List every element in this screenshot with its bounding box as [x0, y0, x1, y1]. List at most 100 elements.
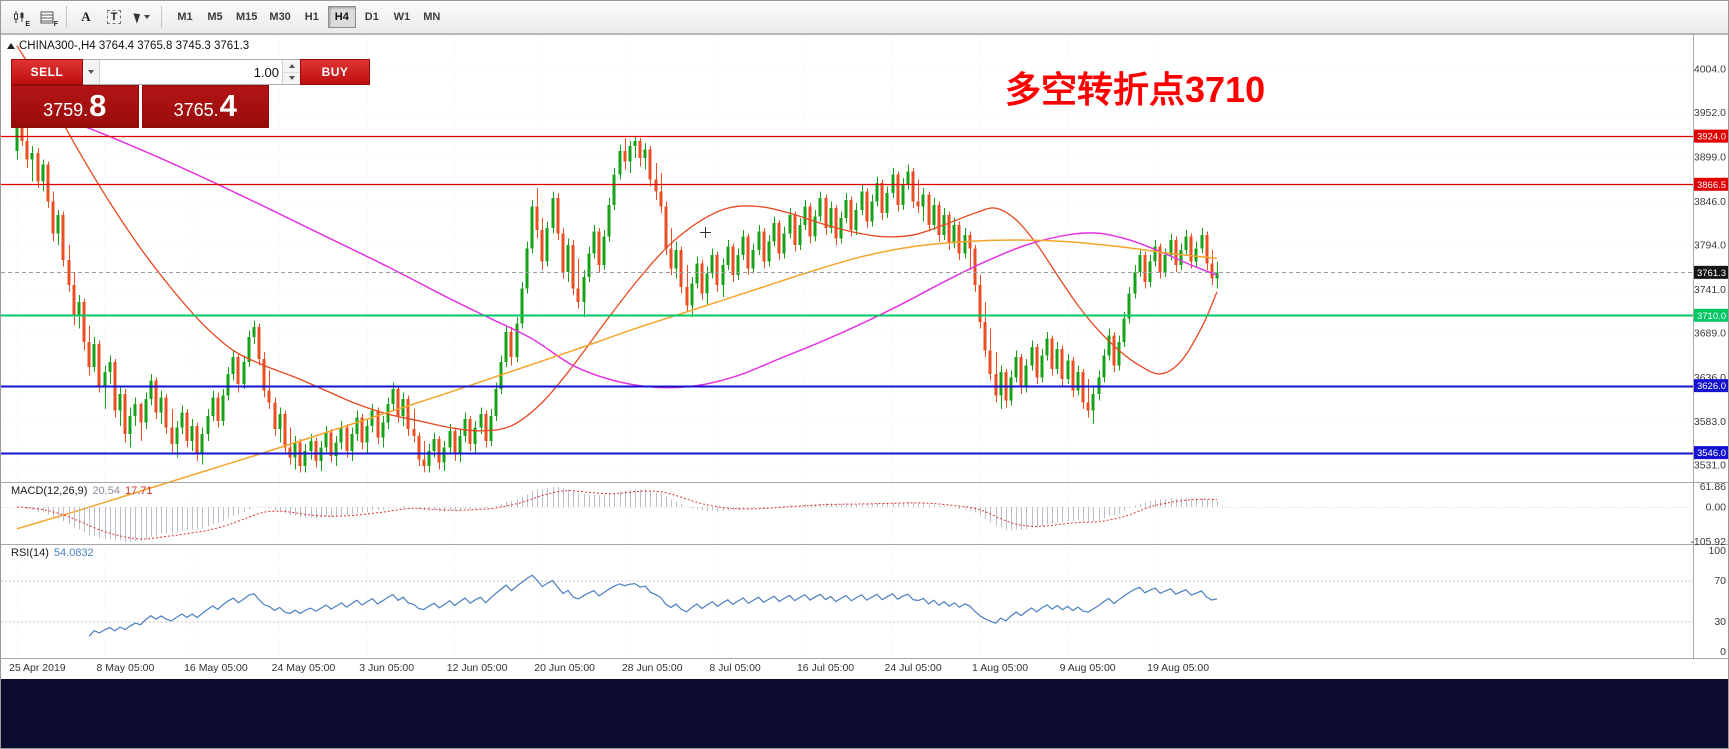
price-badge-3710.0: 3710.0	[1694, 308, 1728, 322]
rsi-label: RSI(14) 54.0832	[11, 547, 94, 559]
annotation-tool-button[interactable]: A	[73, 5, 99, 29]
data-window-button[interactable]: F	[34, 5, 60, 29]
price-badge-3761.3: 3761.3	[1694, 265, 1728, 279]
time-axis: 25 Apr 2019 8 May 05:00 16 May 05:00 24 May…	[9, 662, 1209, 674]
toolbar-separator	[66, 6, 67, 28]
svg-text:-105.92: -105.92	[1690, 536, 1726, 548]
svg-text:4004.0: 4004.0	[1694, 64, 1726, 76]
macd-axis: 61.86 0.00 -105.92	[1690, 481, 1726, 548]
svg-text:28 Jun 05:00: 28 Jun 05:00	[622, 662, 683, 674]
price-badge-3866.5: 3866.5	[1694, 177, 1728, 191]
sell-price-small: 3759.	[43, 100, 89, 120]
triangle-up-icon	[288, 63, 295, 68]
svg-text:3626.0: 3626.0	[1697, 381, 1726, 392]
svg-text:3710.0: 3710.0	[1697, 311, 1726, 322]
timeframe-button-h1[interactable]: H1	[298, 6, 326, 28]
buy-price-big-digit: 4	[219, 88, 237, 123]
sell-price-big-digit: 8	[89, 88, 107, 123]
timeframe-button-h4[interactable]: H4	[327, 6, 356, 28]
buy-button[interactable]: BUY	[300, 59, 370, 85]
ma-fast-red	[16, 45, 1218, 432]
volume-input[interactable]	[100, 60, 282, 84]
svg-text:3866.5: 3866.5	[1697, 180, 1726, 191]
svg-text:8 Jul 05:00: 8 Jul 05:00	[709, 662, 761, 674]
svg-text:0: 0	[1720, 646, 1726, 658]
volume-control	[83, 59, 300, 85]
tool-sub-label: E	[25, 21, 30, 28]
svg-text:3583.0: 3583.0	[1694, 416, 1726, 428]
svg-text:30: 30	[1714, 616, 1726, 628]
timeframe-button-mn[interactable]: MN	[418, 6, 446, 28]
crosshair-cursor	[700, 227, 711, 238]
toolbar-separator	[161, 6, 162, 28]
svg-text:0.00: 0.00	[1706, 502, 1727, 514]
svg-text:3 Jun 05:00: 3 Jun 05:00	[359, 662, 414, 674]
timeframe-button-d1[interactable]: D1	[358, 6, 386, 28]
chart-mode-button[interactable]: E	[6, 5, 32, 29]
volume-dropdown-button[interactable]	[83, 60, 100, 84]
volume-decrease-button[interactable]	[283, 72, 300, 84]
svg-text:3689.0: 3689.0	[1694, 327, 1726, 339]
text-tool-button[interactable]: T	[101, 5, 127, 29]
toolbar: E F A T M1 M5 M15 M30 H1 H4 D1 W1 MN	[1, 1, 1728, 34]
grid-layer	[1, 34, 1693, 658]
cursor-icon	[132, 10, 143, 24]
rsi-value: 54.0832	[53, 547, 94, 559]
one-click-trading-panel: SELL BUY 3759.8 3765.4	[11, 59, 370, 128]
svg-text:3531.0: 3531.0	[1694, 460, 1726, 472]
price-badge-3626.0: 3626.0	[1694, 379, 1728, 393]
svg-text:3794.0: 3794.0	[1694, 239, 1726, 251]
svg-text:61.86: 61.86	[1700, 481, 1726, 493]
text-tool-label: T	[106, 10, 122, 24]
timeframe-button-w1[interactable]: W1	[388, 6, 416, 28]
timeframe-button-m15[interactable]: M15	[231, 6, 262, 28]
timeframe-button-m30[interactable]: M30	[264, 6, 295, 28]
svg-text:3899.0: 3899.0	[1694, 152, 1726, 164]
macd-signal-value: 17.71	[124, 485, 153, 497]
price-axis: 4004.0 3952.0 3899.0 3846.0 3794.0 3741.0 3689…	[1694, 64, 1726, 472]
chart-title-text: CHINA300-,H4 3764.4 3765.8 3745.3 3761.3	[19, 40, 250, 52]
timeframe-button-m1[interactable]: M1	[171, 6, 199, 28]
buy-price-box[interactable]: 3765. 4	[141, 85, 269, 128]
svg-text:24 May 05:00: 24 May 05:00	[272, 662, 336, 674]
chevron-down-icon	[88, 70, 94, 74]
svg-text:20 Jun 05:00: 20 Jun 05:00	[534, 662, 595, 674]
svg-text:16 May 05:00: 16 May 05:00	[184, 662, 248, 674]
svg-text:12 Jun 05:00: 12 Jun 05:00	[447, 662, 508, 674]
price-badge-3546.0: 3546.0	[1694, 446, 1728, 460]
svg-text:70: 70	[1714, 575, 1726, 587]
ma-slow-orange	[16, 239, 1218, 530]
cursor-tool-button[interactable]	[129, 5, 155, 29]
sell-button[interactable]: SELL	[11, 59, 83, 85]
macd-main-value: 20.54	[92, 485, 120, 497]
svg-text:16 Jul 05:00: 16 Jul 05:00	[797, 662, 854, 674]
symbol-marker-icon	[7, 43, 15, 49]
rsi-name: RSI(14)	[11, 547, 49, 559]
timeframe-button-m5[interactable]: M5	[201, 6, 229, 28]
volume-spinner	[282, 60, 300, 84]
sell-price-box[interactable]: 3759. 8	[11, 85, 139, 128]
macd-label: MACD(12,26,9) 20.54 17.71	[11, 485, 152, 497]
svg-text:100: 100	[1708, 545, 1726, 557]
svg-text:3546.0: 3546.0	[1697, 448, 1726, 459]
tool-sub-label: F	[53, 21, 58, 28]
svg-text:25 Apr 2019: 25 Apr 2019	[9, 662, 66, 674]
candlestick-chart-icon	[13, 10, 23, 23]
ma-mid-magenta	[16, 103, 1218, 389]
svg-text:3924.0: 3924.0	[1697, 132, 1726, 143]
macd-histogram	[22, 487, 1218, 542]
svg-text:8 May 05:00: 8 May 05:00	[97, 662, 155, 674]
svg-text:9 Aug 05:00: 9 Aug 05:00	[1060, 662, 1116, 674]
bottom-bar	[1, 679, 1728, 748]
rsi-line	[88, 574, 1218, 637]
svg-text:3741.0: 3741.0	[1694, 284, 1726, 296]
volume-increase-button[interactable]	[283, 60, 300, 73]
svg-text:3846.0: 3846.0	[1694, 196, 1726, 208]
candles-layer	[15, 113, 1219, 473]
svg-text:3761.3: 3761.3	[1697, 268, 1726, 279]
chevron-down-icon	[143, 15, 150, 19]
grid-list-icon	[40, 11, 53, 23]
timeframe-group: M1 M5 M15 M30 H1 H4 D1 W1 MN	[171, 6, 446, 28]
